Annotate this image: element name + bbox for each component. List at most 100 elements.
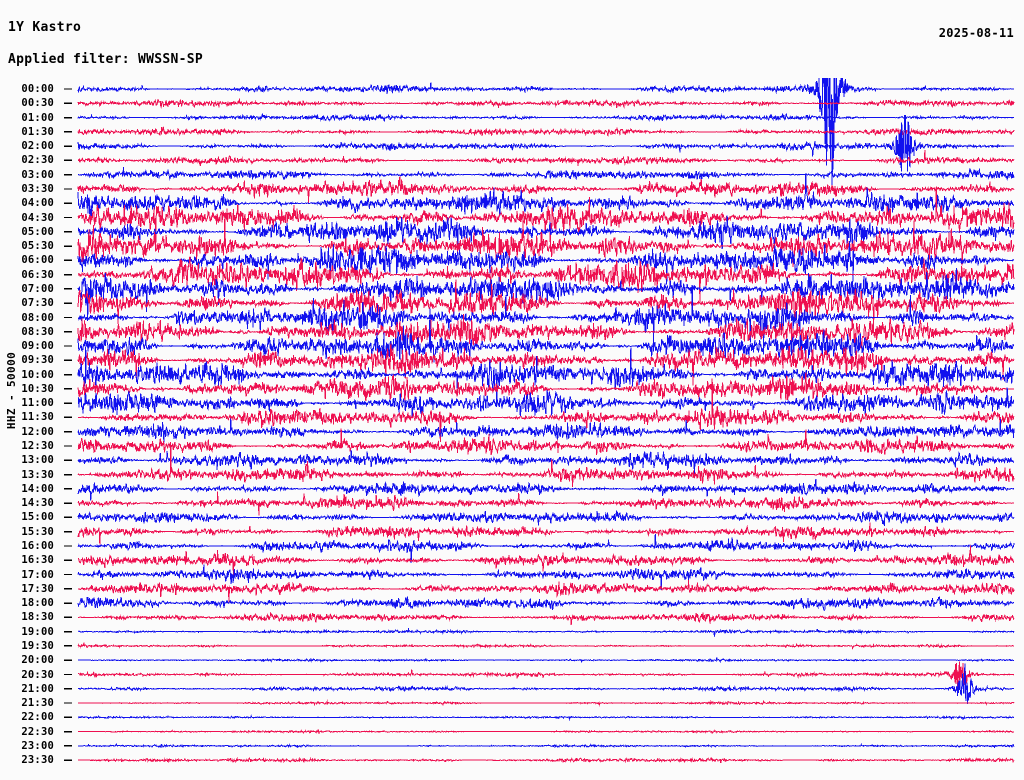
time-axis-label: 18:00 — [21, 597, 54, 610]
time-axis-label: 10:30 — [21, 382, 54, 395]
time-axis-label: 03:30 — [21, 183, 54, 195]
time-axis-label: 14:00 — [21, 482, 54, 495]
seismogram-trace — [77, 267, 1015, 322]
seismogram-trace — [77, 479, 1015, 501]
seismogram-trace — [77, 167, 1015, 181]
date-label: 2025-08-11 — [938, 26, 1014, 40]
seismogram-trace — [77, 742, 1015, 749]
time-axis-label: 17:30 — [21, 582, 54, 595]
seismogram-trace — [77, 510, 1015, 527]
time-axis-label: 23:30 — [21, 754, 54, 767]
seismogram-trace — [77, 279, 1015, 331]
seismogram-trace — [77, 176, 1015, 204]
time-axis-label: 17:00 — [21, 568, 54, 581]
seismogram-trace — [77, 663, 1015, 704]
seismogram-trace — [78, 545, 1015, 578]
time-axis-label: 19:30 — [21, 639, 54, 652]
time-axis-label: 15:30 — [21, 525, 54, 538]
seismogram-trace — [77, 449, 1015, 475]
time-axis-label: 07:30 — [21, 297, 54, 310]
time-axis-label: 23:00 — [21, 739, 54, 752]
time-axis-label: 16:30 — [21, 554, 54, 567]
seismogram-trace — [78, 378, 1015, 442]
time-axis-label: 01:30 — [21, 125, 54, 138]
time-axis-label: 15:00 — [21, 511, 54, 524]
seismogram-trace — [77, 642, 1015, 651]
time-axis-label: 05:30 — [21, 240, 54, 253]
seismogram-trace — [77, 343, 1015, 386]
time-axis-label: 20:00 — [21, 654, 54, 667]
seismogram-trace — [77, 114, 1015, 172]
seismogram-trace — [77, 112, 1015, 122]
seismogram-trace — [77, 187, 1015, 247]
seismogram-trace — [77, 173, 1015, 218]
time-axis-label: 03:00 — [21, 168, 54, 181]
time-axis-label: 14:30 — [21, 497, 54, 510]
time-axis-label: 11:00 — [21, 397, 54, 410]
seismogram-trace — [77, 627, 1015, 637]
seismogram-canvas — [64, 78, 1015, 764]
seismogram-trace — [77, 714, 1015, 722]
time-axis-label: 22:00 — [21, 711, 54, 724]
time-axis-label: 18:30 — [21, 611, 54, 624]
seismogram-trace — [77, 441, 1015, 487]
seismogram-trace — [78, 728, 1015, 735]
time-axis-label: 10:00 — [21, 368, 54, 381]
seismogram-trace — [77, 150, 1015, 167]
time-axis-label: 00:30 — [21, 97, 54, 110]
time-axis-label: 09:00 — [21, 340, 54, 352]
seismogram-trace — [77, 428, 1015, 455]
time-axis-label: 13:00 — [21, 454, 54, 467]
seismogram-trace — [77, 125, 1015, 137]
time-axis-label: 12:30 — [21, 440, 54, 452]
seismogram-trace — [77, 78, 1014, 186]
seismogram-trace — [77, 533, 1015, 563]
time-axis-label: 01:00 — [21, 111, 54, 124]
time-axis-label: 16:00 — [21, 540, 54, 552]
seismogram-trace — [77, 256, 1015, 303]
seismogram-trace — [77, 418, 1015, 443]
seismogram-trace — [77, 387, 1015, 417]
time-axis-label: 21:30 — [21, 697, 54, 709]
helicorder-plot: 00:00 00:30 01:00 01:30 02:00 02:30 03:00 03:30… — [0, 78, 1024, 778]
seismogram-trace — [77, 699, 1015, 707]
time-axis-label: 06:30 — [21, 268, 54, 281]
time-axis-label: 06:00 — [21, 254, 54, 267]
seismogram-trace — [77, 98, 1015, 110]
time-axis-label: 22:30 — [21, 725, 54, 738]
seismogram-trace — [77, 240, 1015, 285]
seismogram-trace — [77, 657, 1015, 664]
applied-filter-label: Applied filter: WWSSN-SP — [8, 52, 204, 67]
time-axis-label: 20:30 — [21, 668, 54, 681]
seismogram-trace — [77, 580, 1015, 603]
seismogram-trace — [77, 564, 1015, 590]
time-axis-label: 13:30 — [21, 468, 54, 481]
seismogram-trace — [77, 346, 1015, 407]
time-axis-label: 07:00 — [21, 282, 54, 295]
time-axis-label: 08:00 — [21, 311, 54, 324]
time-axis-label: 02:30 — [21, 154, 54, 167]
time-axis-label: 11:30 — [21, 411, 54, 424]
seismogram-trace — [77, 491, 1014, 516]
time-axis-label: 04:30 — [21, 211, 54, 224]
header: 1Y Kastro Applied filter: WWSSN-SP 2025-… — [0, 0, 1024, 78]
seismogram-trace — [77, 215, 1015, 268]
time-axis-label: 05:00 — [21, 225, 54, 238]
seismogram-trace — [77, 372, 1015, 402]
seismogram-trace — [78, 285, 1015, 355]
time-axis-label: 08:30 — [21, 325, 54, 338]
time-axis-label: 21:00 — [21, 682, 54, 695]
time-axis-label: 19:00 — [21, 625, 54, 638]
time-axis-label: 02:00 — [21, 140, 54, 153]
time-axis-label: 12:00 — [21, 425, 54, 438]
seismogram-trace — [77, 215, 1015, 282]
seismogram-trace — [77, 611, 1015, 626]
time-axis-label: 00:00 — [21, 83, 54, 95]
seismogram-trace — [77, 596, 1015, 612]
time-axis-label: 09:30 — [21, 354, 54, 367]
seismogram-trace — [77, 308, 1015, 363]
seismogram-trace — [78, 756, 1015, 764]
station-title: 1Y Kastro — [8, 20, 82, 35]
time-axis-label: 04:00 — [21, 197, 54, 210]
seismogram-trace — [77, 661, 1015, 692]
